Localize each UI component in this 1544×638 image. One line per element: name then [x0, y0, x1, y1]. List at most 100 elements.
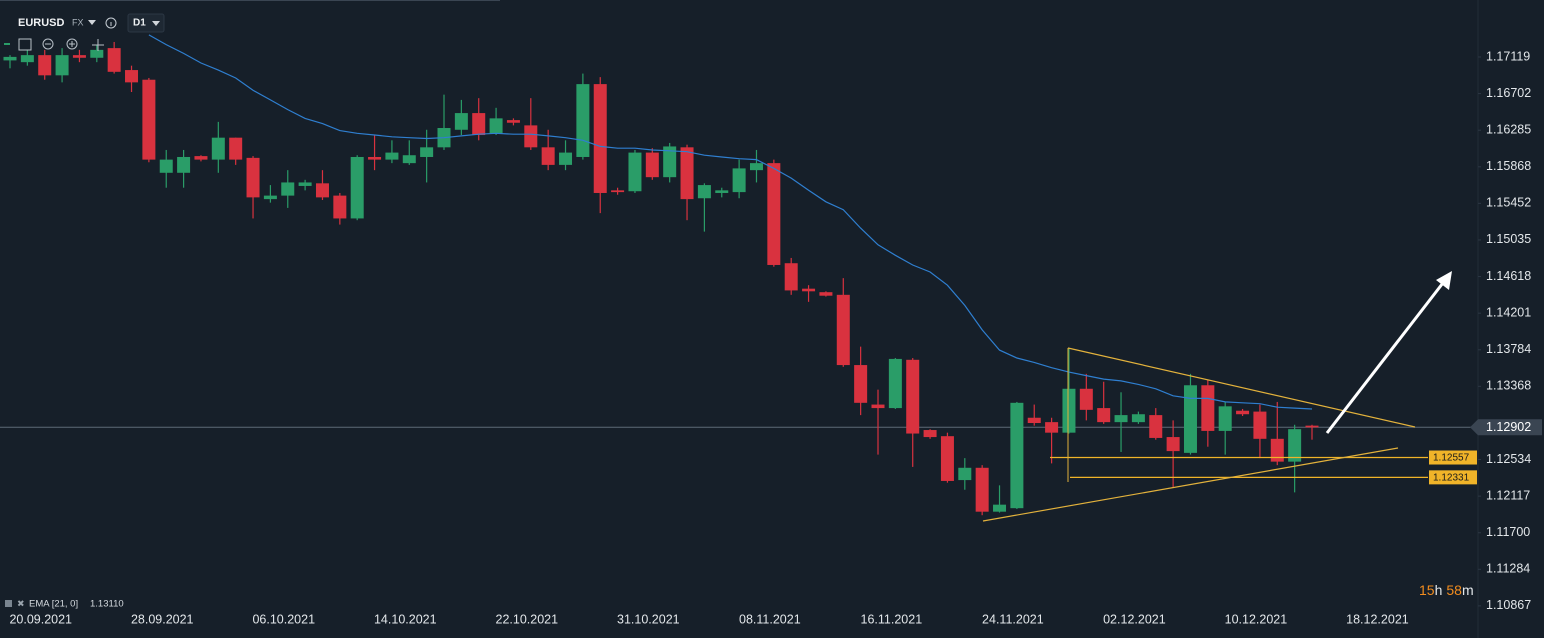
legend-close[interactable]: ✖: [17, 598, 25, 608]
candles-tool[interactable]: [18, 38, 32, 51]
ema-line: [148, 34, 1313, 410]
candle-body: [1045, 422, 1059, 433]
indicator-icon: [4, 43, 10, 45]
candle-body: [489, 118, 503, 134]
candle-body: [645, 152, 659, 178]
candle-body: [1149, 415, 1163, 438]
y-tick-label: 1.15035: [1486, 232, 1531, 246]
candle-body: [1097, 408, 1111, 423]
ema-last: 1.13110: [90, 599, 124, 610]
candle-body: [159, 159, 173, 173]
candle-body: [1218, 406, 1232, 431]
info-icon[interactable]: [105, 17, 117, 29]
y-tick-label: 1.14201: [1486, 305, 1531, 319]
y-tick-label: 1.16702: [1486, 86, 1531, 100]
candle-body: [142, 79, 156, 160]
x-tick-label: 06.10.2021: [252, 612, 315, 626]
candle-body: [55, 55, 69, 76]
x-tick-label: 31.10.2021: [617, 612, 680, 626]
x-tick-label: 16.11.2021: [861, 612, 923, 626]
legend-icon[interactable]: [5, 600, 12, 607]
candle-body: [749, 163, 763, 171]
candle-body: [1027, 417, 1041, 424]
candle-body: [506, 120, 520, 123]
y-tick-label: 1.11284: [1486, 562, 1530, 576]
drawings: [982, 271, 1452, 522]
candle-body: [1305, 425, 1319, 428]
zoom-out[interactable]: [42, 38, 54, 50]
symbol-dropdown[interactable]: [88, 20, 96, 25]
candle-body: [3, 56, 17, 61]
candle-body: [350, 156, 364, 219]
candle-body: [211, 137, 225, 160]
timeframe-button[interactable]: [127, 13, 165, 33]
candle-body: [559, 152, 573, 165]
candle-body: [680, 147, 694, 200]
candle-body: [871, 404, 885, 409]
candle-body: [90, 49, 104, 58]
level-label: 1.12331: [1433, 472, 1470, 483]
candle-body: [1183, 385, 1197, 453]
x-tick-label: 10.12.2021: [1225, 612, 1288, 626]
x-tick-label: 02.12.2021: [1103, 612, 1166, 626]
candle-body: [802, 288, 816, 292]
symbol[interactable]: EURUSD: [18, 17, 65, 29]
candle-body: [767, 163, 781, 265]
trend-line: [1067, 347, 1416, 428]
candle-body: [1236, 410, 1250, 415]
candle-body: [906, 359, 920, 434]
candle-body: [541, 147, 555, 165]
candle-body: [1010, 402, 1024, 509]
candle-body: [263, 195, 277, 200]
candle-body: [836, 294, 850, 366]
x-tick-label: 08.11.2021: [739, 612, 801, 626]
x-tick-label: 18.12.2021: [1346, 612, 1409, 626]
candle-body: [1288, 429, 1302, 462]
candle-body: [246, 157, 260, 198]
candle-body: [472, 113, 486, 136]
candle-body: [524, 125, 538, 148]
timeframe-dropdown[interactable]: [152, 21, 160, 26]
timeframe: D1: [133, 18, 146, 29]
indicator-legend: ✖ EMA [21, 0] 1.13110: [5, 598, 124, 610]
candle-body: [1062, 388, 1076, 433]
timer-h: h: [1435, 582, 1443, 598]
level-label: 1.12557: [1433, 453, 1470, 464]
candle-body: [1131, 414, 1145, 423]
candle-body: [1270, 438, 1284, 462]
candle-body: [784, 263, 798, 291]
candle-body: [819, 292, 833, 296]
countdown: 15h 58m: [1419, 582, 1474, 598]
timer-hours: 15: [1419, 582, 1435, 598]
candle-body: [20, 55, 34, 63]
candle-body: [368, 156, 382, 160]
candle-body: [298, 182, 312, 186]
candle-body: [420, 147, 434, 157]
candle-body: [993, 504, 1007, 512]
candle-body: [107, 48, 121, 72]
candle-body: [1253, 411, 1267, 439]
candle-body: [611, 190, 625, 193]
candle-body: [1201, 385, 1215, 431]
trend-line: [982, 447, 1399, 522]
y-tick-label: 1.13368: [1486, 379, 1531, 393]
candle-body: [576, 84, 590, 157]
y-tick-label: 1.13784: [1486, 342, 1531, 356]
candle-body: [593, 84, 607, 193]
level-label-box: [1429, 450, 1477, 465]
zoom-in[interactable]: [66, 38, 78, 50]
candle-body: [697, 185, 711, 199]
x-tick-label: 24.11.2021: [982, 612, 1044, 626]
y-tick-label: 1.12534: [1486, 452, 1531, 466]
x-tick-label: 20.09.2021: [9, 612, 72, 626]
y-tick-label: 1.14618: [1486, 269, 1531, 283]
candle-body: [315, 183, 329, 198]
candle-body: [940, 436, 954, 481]
toolbar: EURUSD FX D1: [4, 13, 165, 51]
candle-body: [628, 152, 642, 192]
candle-body: [281, 182, 295, 196]
x-tick-label: 14.10.2021: [374, 612, 437, 626]
arrow: [1325, 278, 1448, 434]
